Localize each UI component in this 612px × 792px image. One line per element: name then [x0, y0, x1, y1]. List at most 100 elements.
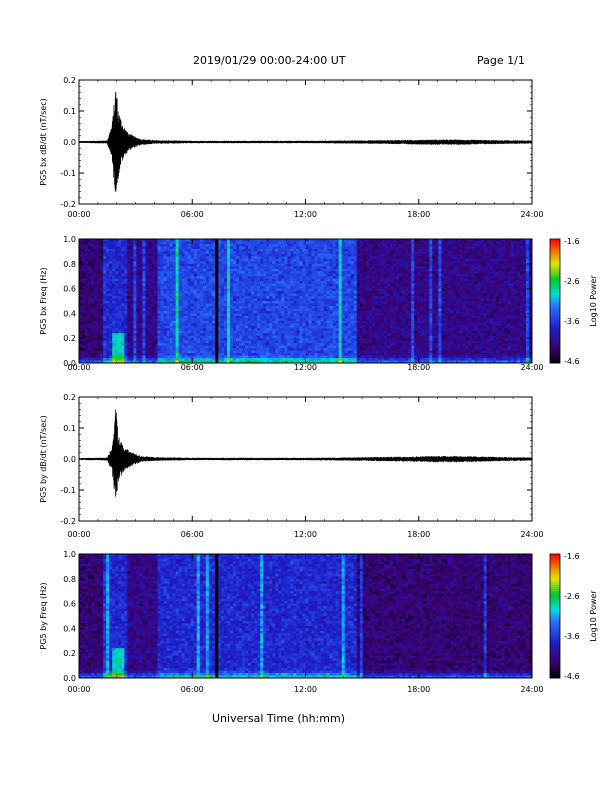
- heat-cell: [278, 283, 282, 287]
- heat-cell: [133, 340, 137, 344]
- heat-cell: [266, 276, 270, 280]
- heat-cell: [290, 303, 294, 307]
- heat-cell: [254, 296, 258, 299]
- heat-cell: [359, 239, 364, 242]
- heat-cell: [85, 268, 89, 272]
- heat-cell: [91, 335, 95, 339]
- heat-cell: [166, 261, 170, 265]
- heat-cell: [217, 328, 222, 332]
- heat-cell: [251, 325, 255, 329]
- heat-cell: [97, 323, 101, 327]
- heat-cell: [142, 310, 146, 314]
- heat-cell: [353, 293, 358, 297]
- heat-cell: [323, 281, 328, 285]
- heat-cell: [251, 343, 255, 347]
- heat-cell: [314, 315, 318, 319]
- heat-cell: [88, 333, 92, 337]
- heat-cell: [193, 286, 198, 289]
- heat-cell: [142, 239, 146, 242]
- heat-cell: [151, 268, 155, 272]
- heat-cell: [166, 239, 170, 242]
- heat-cell: [353, 253, 358, 257]
- heat-cell: [136, 296, 140, 299]
- heat-cell: [257, 355, 261, 359]
- heat-cell: [199, 328, 204, 332]
- heat-cell: [187, 348, 192, 351]
- heat-cell: [254, 253, 258, 257]
- heat-cell: [142, 253, 146, 257]
- heat-cell: [311, 325, 315, 329]
- heat-cell: [257, 246, 261, 250]
- heat-cell: [362, 276, 367, 280]
- heat-cell: [85, 276, 89, 280]
- heat-cell: [260, 243, 264, 247]
- heat-cell: [272, 271, 276, 275]
- heat-cell: [154, 355, 158, 359]
- heat-cell: [278, 251, 282, 255]
- heat-cell: [121, 286, 125, 289]
- heat-cell: [220, 271, 225, 275]
- heat-cell: [371, 281, 376, 285]
- heat-cell: [82, 256, 86, 260]
- heat-cell: [329, 256, 334, 260]
- heat-cell: [103, 301, 107, 304]
- heat-cell: [263, 355, 267, 359]
- heat-cell: [136, 266, 140, 270]
- heat-cell: [133, 261, 137, 265]
- heat-cell: [184, 325, 189, 329]
- heat-cell: [350, 286, 355, 289]
- heat-cell: [263, 320, 267, 324]
- heat-cell: [172, 298, 177, 302]
- heat-cell: [302, 286, 306, 289]
- heat-cell: [236, 345, 240, 349]
- heat-cell: [184, 333, 189, 337]
- heat-cell: [266, 253, 270, 257]
- heat-cell: [359, 340, 364, 344]
- heat-cell: [284, 261, 288, 265]
- heat-cell: [172, 301, 177, 304]
- heat-cell: [148, 360, 152, 364]
- heat-cell: [88, 291, 92, 294]
- heat-cell: [100, 340, 104, 344]
- heat-cell: [97, 298, 101, 302]
- heat-cell: [193, 335, 198, 339]
- heat-cell: [220, 301, 225, 304]
- heat-cell: [266, 358, 270, 361]
- heat-cell: [326, 310, 331, 314]
- heat-cell: [230, 350, 234, 354]
- heat-cell: [211, 291, 216, 294]
- heat-cell: [275, 328, 279, 332]
- heat-cell: [311, 293, 315, 297]
- heat-cell: [169, 323, 174, 327]
- heat-cell: [287, 355, 291, 359]
- heat-cell: [112, 253, 116, 257]
- heat-cell: [326, 333, 331, 337]
- heat-cell: [266, 320, 270, 324]
- heat-cell: [82, 278, 86, 282]
- heat-cell: [169, 239, 174, 242]
- heat-cell: [350, 281, 355, 285]
- heat-cell: [353, 291, 358, 294]
- heat-cell: [97, 271, 101, 275]
- heat-cell: [190, 273, 195, 277]
- heat-cell: [124, 291, 128, 294]
- heat-cell: [275, 241, 279, 245]
- heat-cell: [323, 266, 328, 270]
- heat-cell: [326, 243, 331, 247]
- heat-cell: [299, 318, 303, 322]
- heat-cell: [272, 243, 276, 247]
- heat-cell: [242, 301, 246, 304]
- heat-cell: [193, 320, 198, 324]
- heat-cell: [272, 353, 276, 356]
- heat-cell: [317, 333, 321, 337]
- heat-cell: [226, 345, 231, 349]
- heat-cell: [338, 335, 343, 339]
- heat-cell: [335, 328, 340, 332]
- heat-cell: [299, 291, 303, 294]
- heat-cell: [223, 335, 228, 339]
- heat-cell: [320, 338, 325, 342]
- y-tick-label: 0.1: [63, 107, 76, 116]
- heat-cell: [260, 263, 264, 267]
- heat-cell: [335, 308, 340, 312]
